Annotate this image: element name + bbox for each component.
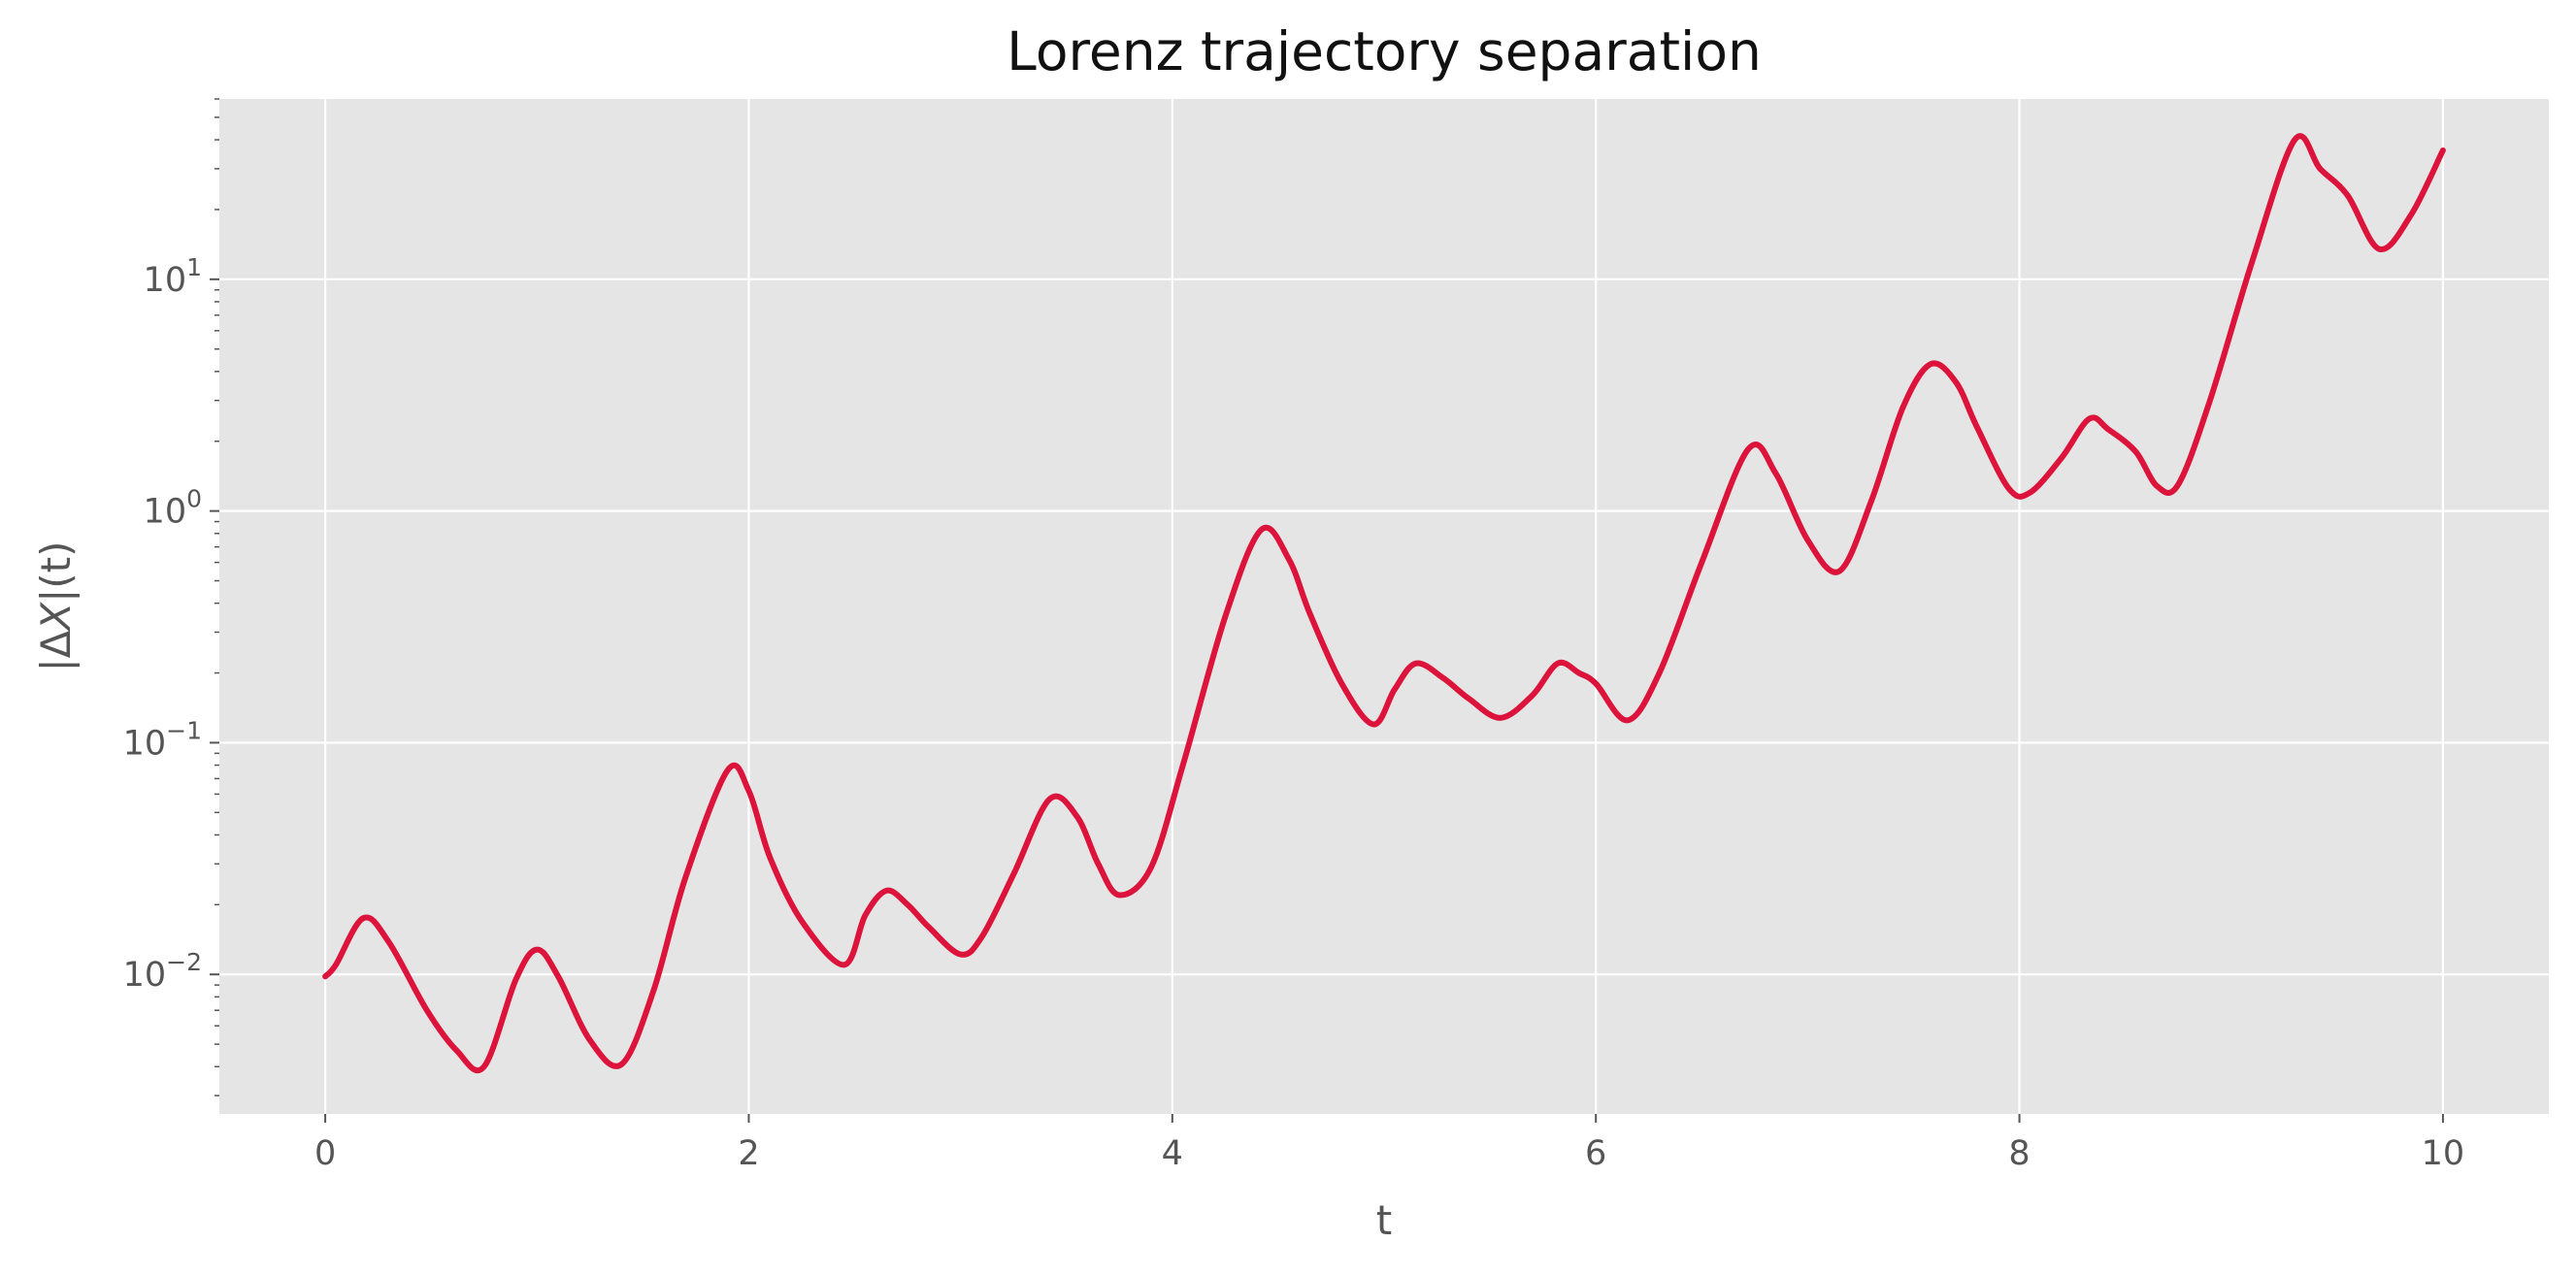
y-tick-label: 10−1	[123, 716, 202, 763]
chart-title: Lorenz trajectory separation	[1007, 20, 1762, 82]
x-tick-label: 0	[314, 1134, 336, 1173]
y-tick-label: 100	[144, 485, 202, 532]
y-axis-label-suffix: |(t)	[32, 540, 80, 602]
x-tick-label: 2	[738, 1134, 759, 1173]
y-axis-label-italic: X	[32, 602, 80, 633]
ticks: 0 2 4 6 8 10 10−2 10−1 100 101	[123, 98, 2465, 1173]
plot-area	[219, 99, 2549, 1114]
series-line-0	[322, 133, 2446, 1074]
x-tick-label: 8	[2008, 1134, 2030, 1173]
y-tick-label: 10−2	[123, 948, 202, 995]
x-tick-label: 10	[2422, 1134, 2465, 1173]
x-tick-label: 6	[1585, 1134, 1606, 1173]
y-tick-label: 101	[144, 253, 202, 300]
series-layer	[322, 133, 2446, 1074]
y-axis-label: |ΔX|(t)	[32, 540, 80, 671]
grid	[219, 99, 2549, 1114]
x-tick-label: 4	[1162, 1134, 1183, 1173]
x-axis-label: t	[1376, 1196, 1392, 1244]
y-axis-label-prefix: |Δ	[32, 630, 80, 671]
